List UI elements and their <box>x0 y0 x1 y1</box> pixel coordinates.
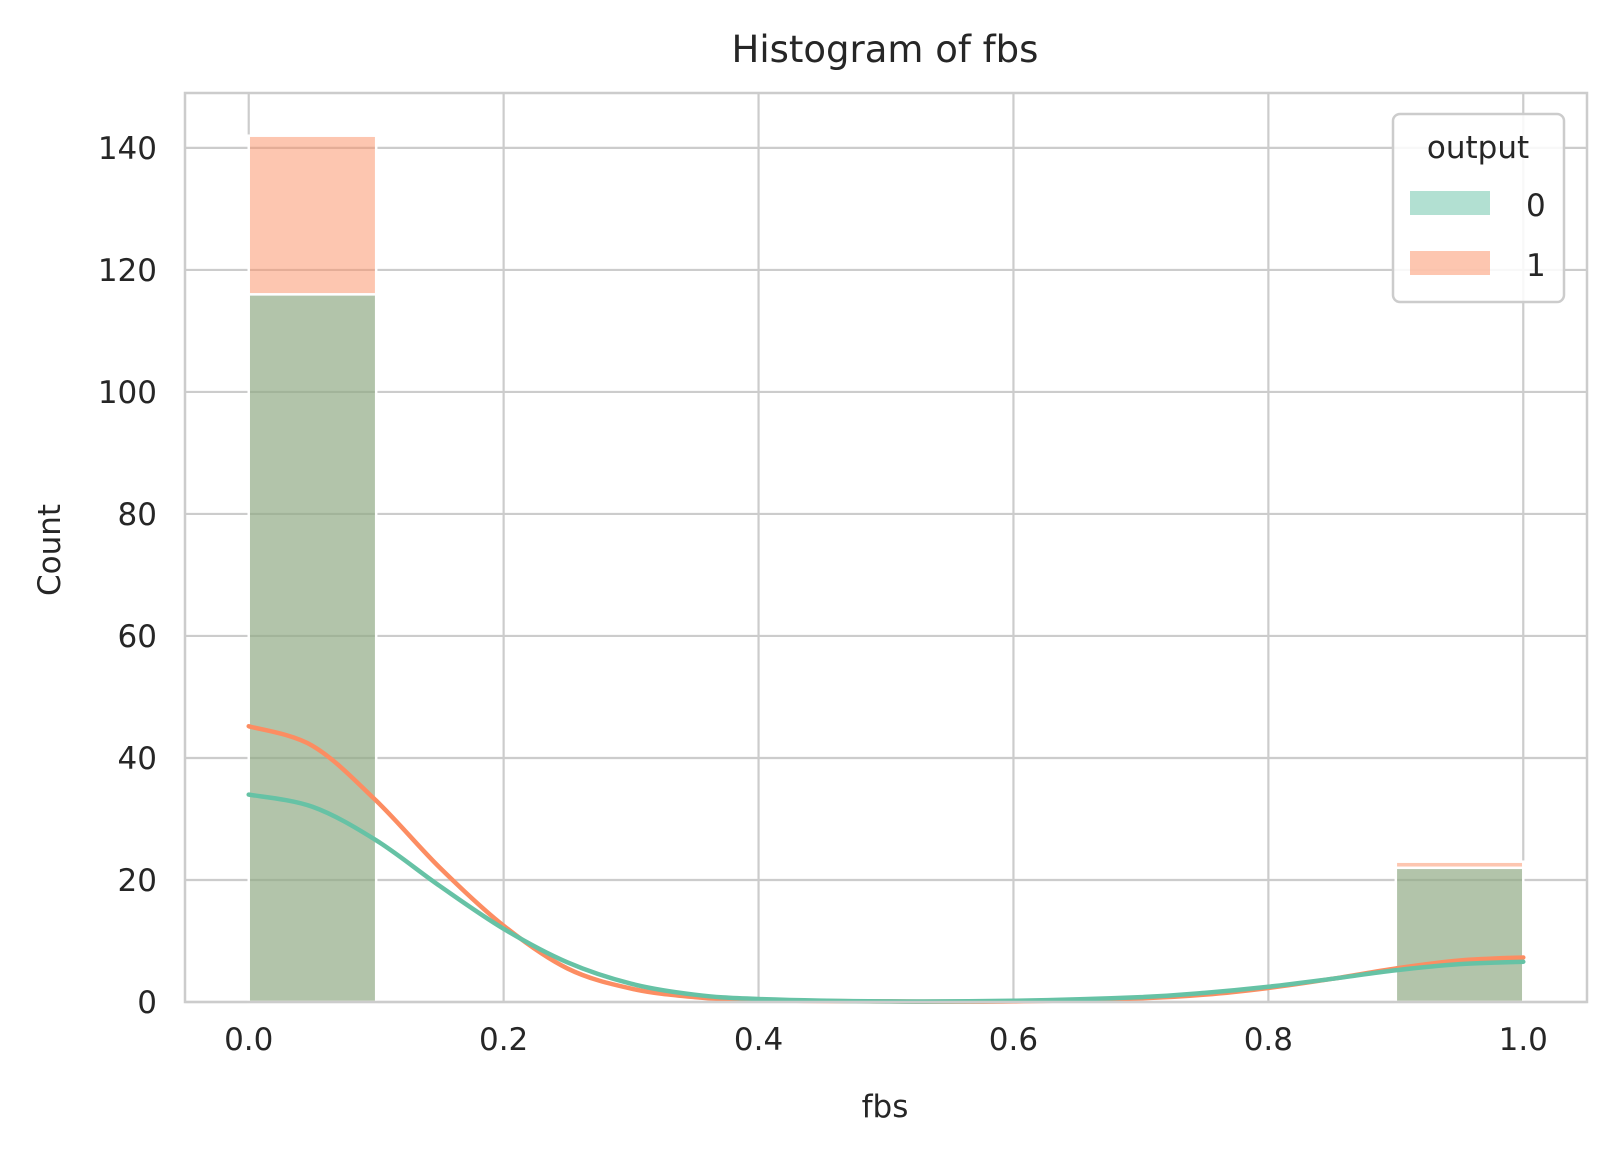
histogram-bar-output-0 <box>247 293 378 1004</box>
y-tick-label: 60 <box>118 619 157 655</box>
histogram-bar-output-0 <box>1394 866 1525 1004</box>
x-tick-label: 0.4 <box>734 1022 783 1058</box>
x-tick-labels: 0.0 0.2 0.4 0.6 0.8 1.0 <box>224 1022 1548 1058</box>
legend-title: output <box>1427 130 1529 166</box>
x-tick-label: 1.0 <box>1499 1022 1548 1058</box>
histogram-bar-output-1 <box>1394 860 1525 870</box>
y-tick-label: 80 <box>118 497 157 533</box>
y-tick-label: 120 <box>98 253 157 289</box>
y-tick-label: 100 <box>98 375 157 411</box>
legend: output 0 1 <box>1391 112 1566 304</box>
y-axis-label: Count <box>32 504 68 596</box>
y-tick-label: 0 <box>137 985 157 1021</box>
chart-title: Histogram of fbs <box>732 28 1039 71</box>
y-tick-label: 140 <box>98 131 157 167</box>
x-axis-label: fbs <box>862 1089 909 1125</box>
kde-line-output-0 <box>246 792 1526 1004</box>
histogram-bars <box>247 134 1525 1004</box>
y-tick-labels: 0 20 40 60 80 100 120 140 <box>98 131 157 1021</box>
legend-label-0: 0 <box>1526 188 1546 224</box>
x-tick-label: 0.6 <box>989 1022 1038 1058</box>
x-tick-label: 0.2 <box>479 1022 528 1058</box>
kde-curves <box>246 724 1526 1004</box>
legend-label-1: 1 <box>1526 248 1546 284</box>
y-tick-label: 20 <box>118 863 157 899</box>
plot-frame <box>183 91 1589 1004</box>
x-tick-label: 0.0 <box>224 1022 273 1058</box>
histogram-bar-output-1 <box>247 134 378 296</box>
legend-swatch-0 <box>1410 191 1490 215</box>
x-tick-label: 0.8 <box>1244 1022 1293 1058</box>
kde-line-output-1 <box>246 724 1526 1004</box>
y-tick-label: 40 <box>118 741 157 777</box>
grid <box>185 93 1587 1004</box>
legend-swatch-1 <box>1410 251 1490 275</box>
